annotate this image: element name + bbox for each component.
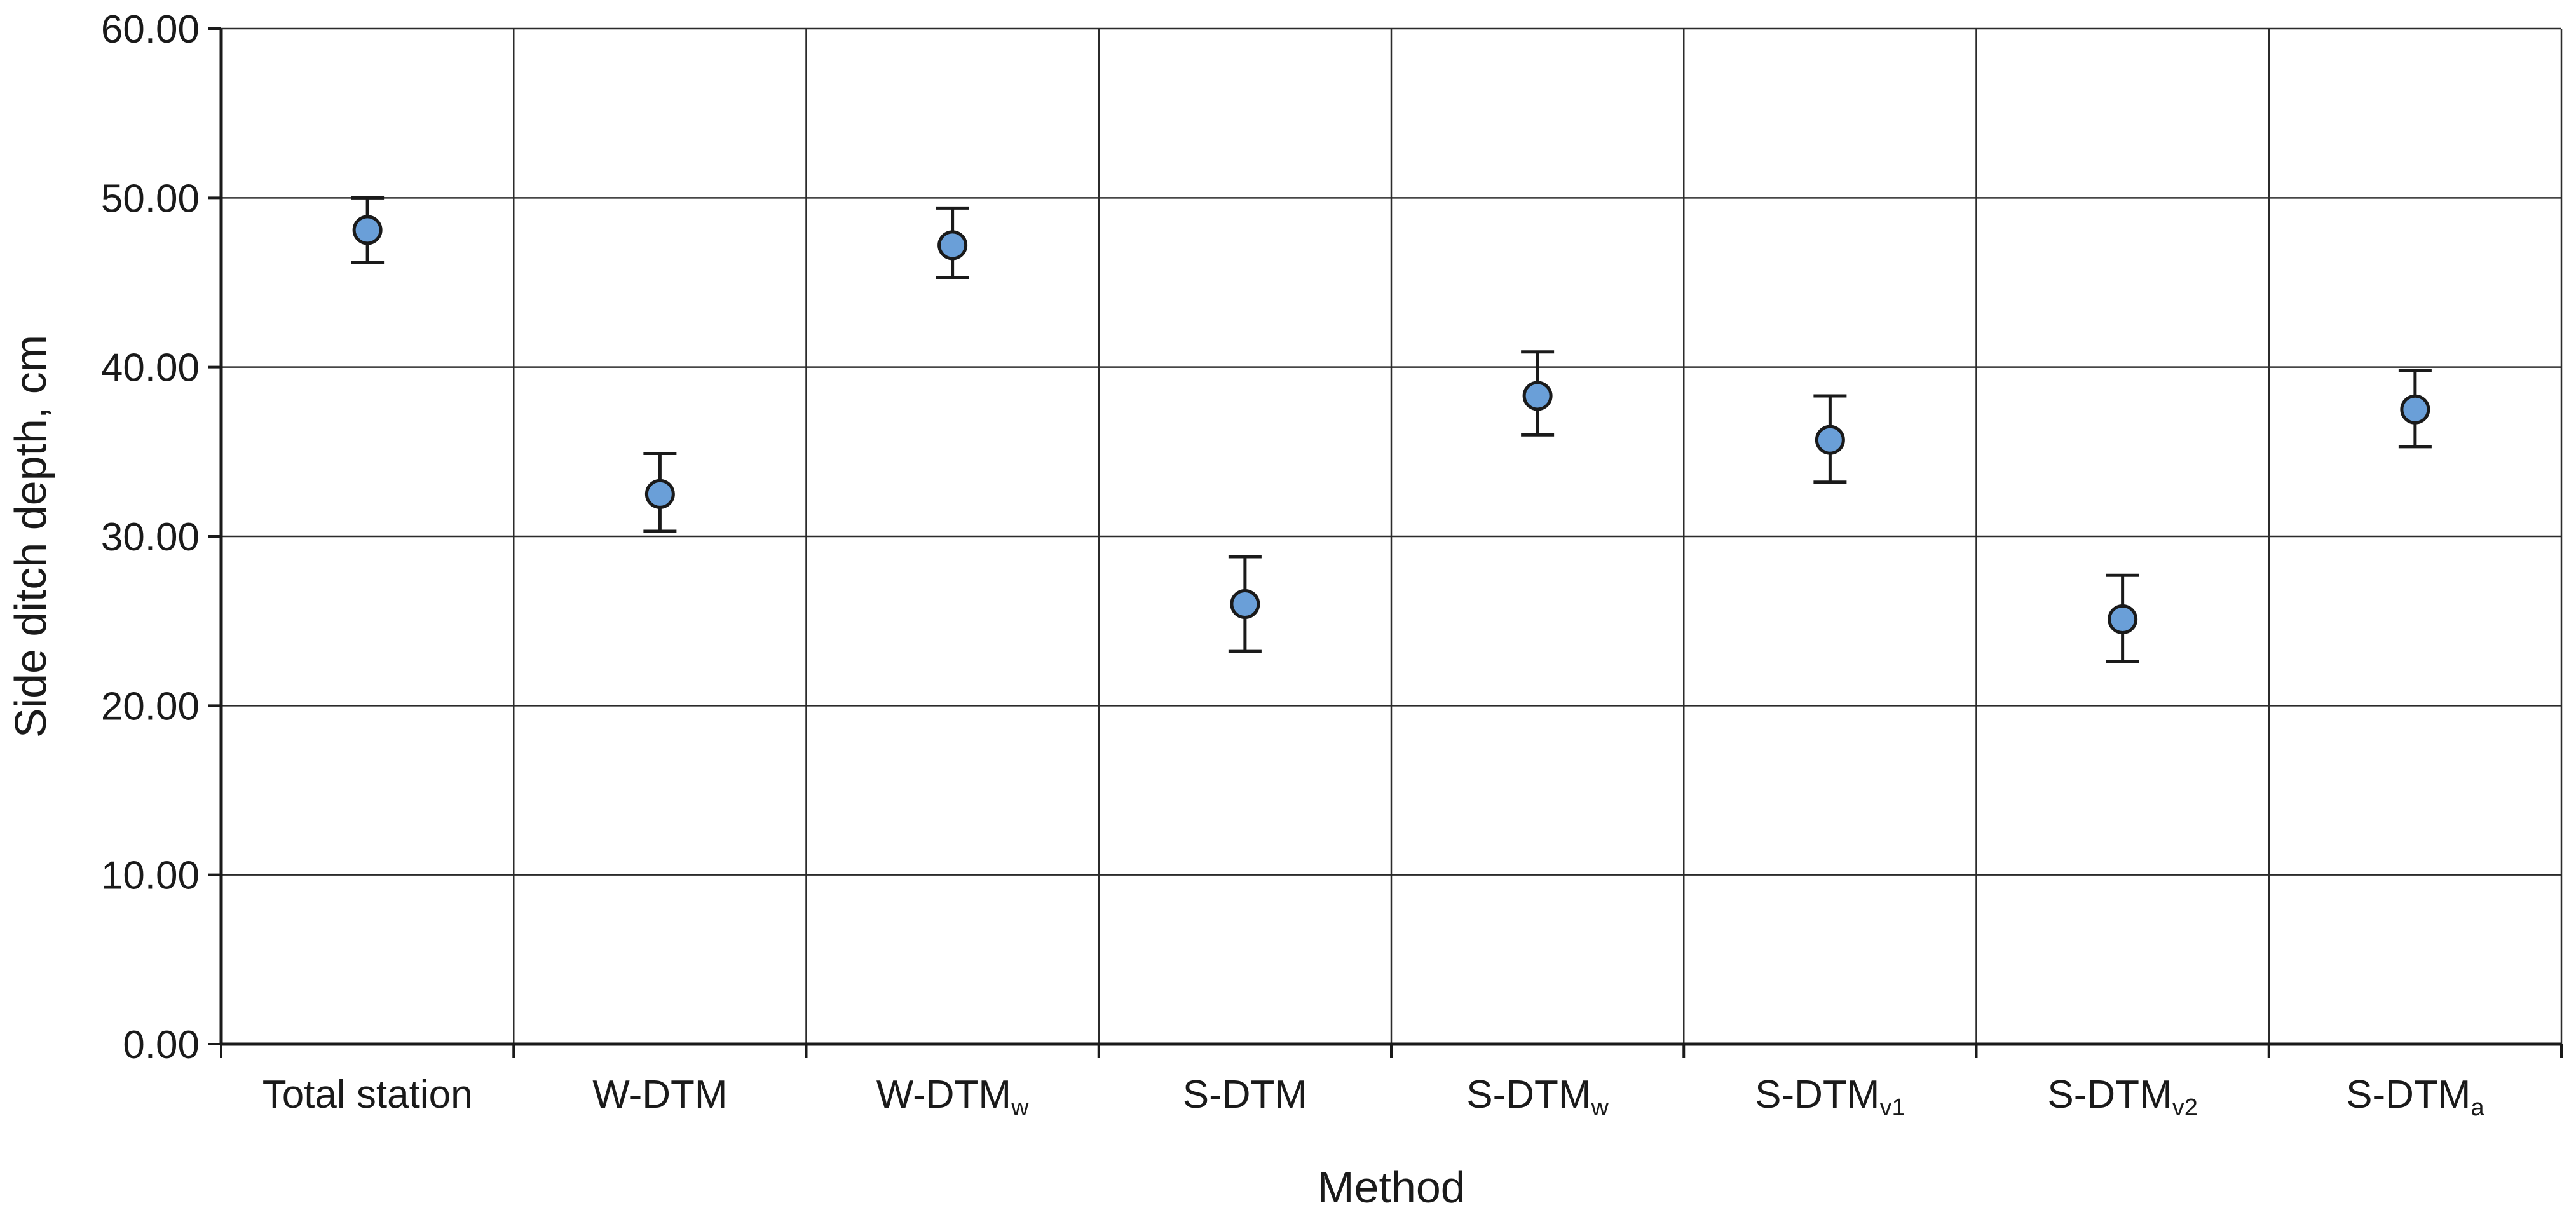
x-category-label: S-DTMv2 (2047, 1073, 2197, 1121)
y-tick-label: 20.00 (101, 684, 200, 728)
y-tick-label: 10.00 (101, 854, 200, 898)
x-category-label: S-DTMa (2346, 1073, 2484, 1121)
x-category-label: S-DTMw (1466, 1073, 1609, 1121)
y-axis-title: Side ditch depth, cm (6, 335, 55, 738)
data-point (937, 230, 968, 261)
y-tick-label: 50.00 (101, 177, 200, 221)
x-category-label: S-DTM (1183, 1073, 1307, 1117)
grid (221, 27, 2563, 1044)
y-tick-label: 0.00 (123, 1023, 200, 1067)
x-category-label: W-DTMw (876, 1073, 1029, 1121)
data-point (1230, 589, 1260, 620)
x-category-label: W-DTM (592, 1073, 727, 1117)
data-point (2400, 394, 2430, 425)
x-category-label: S-DTMv1 (1755, 1073, 1905, 1121)
x-category-label: Total station (262, 1073, 473, 1117)
data-point (644, 479, 675, 509)
x-axis-title: Method (1317, 1162, 1465, 1212)
y-tick-label: 40.00 (101, 346, 200, 390)
data-point (352, 215, 383, 245)
data-points (352, 215, 2430, 635)
y-tick-labels: 0.00 10.00 20.00 30.00 40.00 50.00 60.00 (101, 8, 200, 1067)
x-category-labels: Total station W-DTM W-DTMw S-DTM S-DTMw S-DTM… (262, 1073, 2485, 1121)
axes (208, 27, 2563, 1058)
y-tick-label: 30.00 (101, 515, 200, 559)
data-point (1815, 425, 1845, 455)
data-point (1522, 381, 1553, 411)
y-tick-label: 60.00 (101, 8, 200, 51)
data-point (2108, 604, 2138, 635)
